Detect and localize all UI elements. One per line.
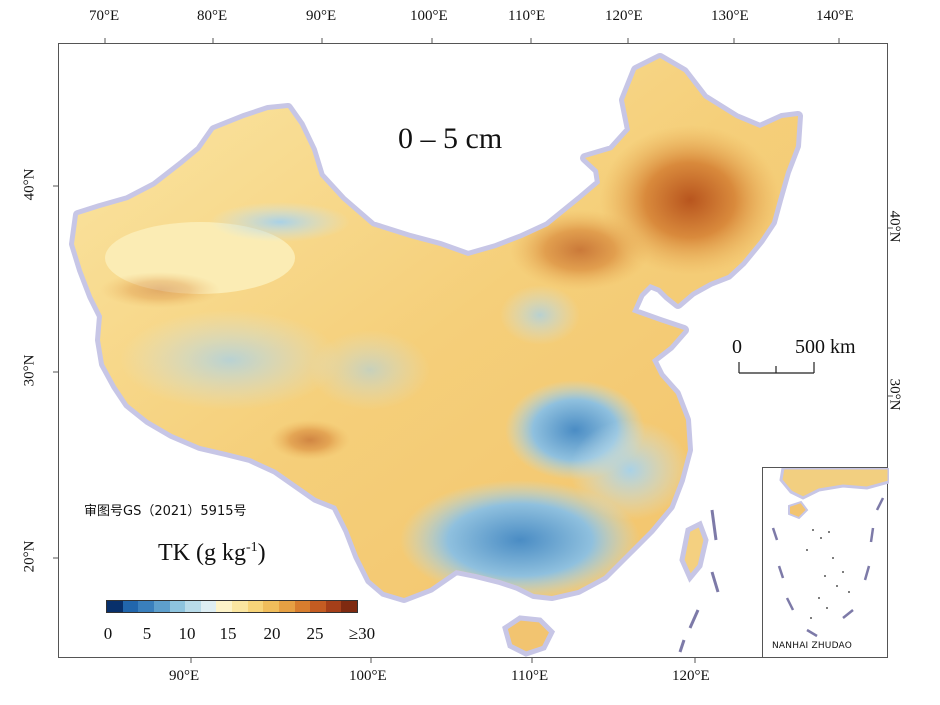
longitude-label-top: 110°E bbox=[508, 8, 546, 24]
legend-tick-label: 25 bbox=[306, 624, 324, 643]
taiwan-island bbox=[679, 520, 709, 583]
legend-unit-exponent: -1 bbox=[246, 540, 258, 555]
legend-color-swatch bbox=[310, 601, 326, 612]
longitude-label-bottom: 100°E bbox=[349, 668, 387, 684]
longitude-label-top: 100°E bbox=[410, 8, 448, 24]
longitude-label-bottom: 110°E bbox=[511, 668, 549, 684]
legend-tick-label: 10 bbox=[178, 624, 196, 643]
scale-bar bbox=[738, 362, 815, 374]
longitude-label-top: 130°E bbox=[711, 8, 749, 24]
legend-variable: TK bbox=[158, 540, 190, 566]
legend-color-swatch bbox=[294, 601, 311, 612]
legend-color-swatch bbox=[247, 601, 264, 612]
legend-color-swatch bbox=[153, 601, 170, 612]
legend-color-swatch bbox=[232, 601, 248, 612]
boundary-dash bbox=[710, 571, 720, 593]
legend-color-bar bbox=[106, 600, 358, 613]
legend-color-swatch bbox=[263, 601, 279, 612]
depth-label: 0 – 5 cm bbox=[398, 122, 503, 155]
legend-color-swatch bbox=[185, 601, 201, 612]
boundary-dash bbox=[710, 509, 718, 541]
legend-color-swatch bbox=[107, 601, 123, 612]
legend-tick-label: 5 bbox=[142, 624, 152, 643]
legend-color-swatch bbox=[325, 601, 342, 612]
longitude-label-top: 120°E bbox=[605, 8, 643, 24]
legend-tick-label: ≥30 bbox=[348, 624, 376, 643]
longitude-label-top: 140°E bbox=[816, 8, 854, 24]
scale-start-label: 0 bbox=[732, 336, 742, 358]
boundary-dash bbox=[688, 609, 700, 629]
longitude-label-bottom: 120°E bbox=[672, 668, 710, 684]
legend-unit-close: ) bbox=[257, 540, 266, 566]
legend-unit-base: (g kg bbox=[196, 540, 246, 566]
map-approval-number: 审图号GS（2021）5915号 bbox=[84, 504, 247, 519]
inset-map bbox=[771, 466, 891, 638]
legend-color-swatch bbox=[278, 601, 295, 612]
legend-color-swatch bbox=[138, 601, 154, 612]
longitude-label-top: 80°E bbox=[197, 8, 228, 24]
scale-end-label: 500 km bbox=[795, 336, 856, 358]
inset-label: NANHAI ZHUDAO bbox=[772, 641, 853, 651]
legend-color-swatch bbox=[122, 601, 139, 612]
legend-color-swatch bbox=[169, 601, 186, 612]
legend-color-swatch bbox=[341, 601, 357, 612]
longitude-label-top: 70°E bbox=[89, 8, 120, 24]
legend-tick-label: 0 bbox=[103, 624, 113, 643]
boundary-dash bbox=[678, 639, 686, 653]
longitude-label-bottom: 90°E bbox=[169, 668, 200, 684]
legend-color-swatch bbox=[200, 601, 217, 612]
legend-tick-label: 20 bbox=[263, 624, 281, 643]
south-china-sea-inset bbox=[762, 466, 891, 658]
hainan-island bbox=[502, 615, 556, 657]
longitude-label-top: 90°E bbox=[306, 8, 337, 24]
legend-tick-label: 15 bbox=[219, 624, 237, 643]
legend-title: TK (g kg-1) bbox=[158, 540, 266, 567]
legend-color-swatch bbox=[216, 601, 232, 612]
